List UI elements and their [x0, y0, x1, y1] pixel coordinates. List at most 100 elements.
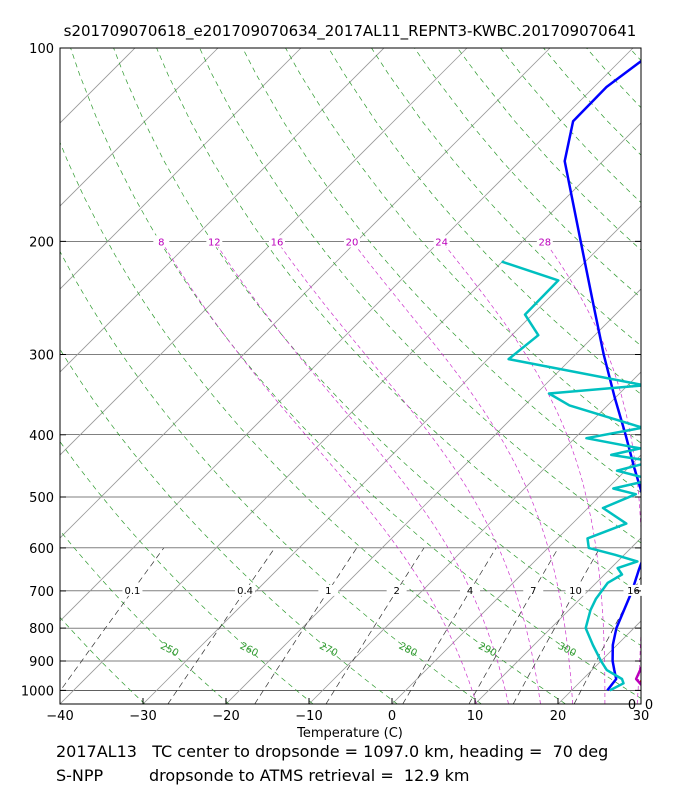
chart-title: s201709070618_e201709070634_2017AL11_REP… [63, 22, 637, 40]
dry-adiabat-label: 290 [476, 641, 498, 660]
profile-lines [501, 59, 641, 692]
mixing-label-bg [318, 584, 339, 596]
x-tick-label: 30 [633, 709, 650, 724]
isotherm-line [60, 122, 641, 704]
dry-adiabat-line [60, 529, 230, 704]
y-tick-label: 400 [29, 429, 54, 444]
dry-adiabat-label: 300 [556, 641, 578, 660]
dry-adiabat-line [60, 616, 146, 704]
isotherm-line [60, 48, 468, 456]
x-tick-label: −20 [212, 709, 239, 724]
moist-label-bg [153, 235, 170, 248]
isotherm-line [142, 205, 641, 704]
x-tick-label: 20 [550, 709, 567, 724]
isotherm-line [60, 48, 136, 124]
moist-adiabat-label: 16 [271, 237, 284, 248]
moist-adiabat-line [351, 241, 573, 704]
dry-adiabat-line [629, 48, 641, 62]
dry-adiabat-line [199, 48, 641, 544]
y-tick-label: 200 [29, 235, 54, 250]
x-axis-label: Temperature (C) [296, 726, 403, 740]
y-tick-label: 1000 [21, 684, 54, 699]
mixing-label-bg [122, 584, 143, 596]
corner-label: 0 [645, 698, 653, 713]
y-tick-label: 600 [29, 542, 54, 557]
dry-adiabat-line [371, 48, 641, 347]
caption-line-1: 2017AL13 TC center to dropsonde = 1097.0… [56, 742, 609, 761]
dry-adiabat-line [60, 348, 398, 704]
dry-adiabat-line [414, 48, 641, 299]
y-tick-label: 100 [29, 42, 54, 57]
y-tick-label: 700 [29, 585, 54, 600]
mixing-ratio-label: 2 [393, 586, 399, 597]
moist-adiabat-line [441, 241, 606, 704]
mixing-label-bg [523, 584, 544, 596]
mixing-ratio-label: 16 [627, 586, 640, 597]
dry-adiabat-line [285, 48, 641, 444]
dry-adiabat-line [60, 250, 482, 704]
moist-label-bg [343, 235, 360, 248]
moist-adiabat-label: 12 [208, 237, 221, 248]
mixing-ratio-label: 10 [569, 586, 582, 597]
mixing-label-bg [235, 584, 256, 596]
dry-adiabat-line [70, 48, 641, 699]
x-tick-label: −10 [295, 709, 322, 724]
isotherm-line [60, 48, 219, 207]
dry-adiabat-line [457, 48, 641, 251]
isotherm-line [225, 288, 641, 704]
mixing-label-bg [386, 584, 407, 596]
moist-label-bg [536, 235, 553, 248]
caption-line-2: S-NPP dropsonde to ATMS retrieval = 12.9… [56, 766, 470, 785]
mixing-label-bg [565, 584, 586, 596]
isotherm-line [391, 454, 641, 704]
dry-adiabat-label: 280 [397, 641, 419, 660]
mixing-ratio-label: 0.4 [237, 586, 253, 597]
mixing-label-bg [460, 584, 481, 596]
dry-adiabat-line [328, 48, 641, 395]
mixing-ratio-label: 0.1 [124, 586, 140, 597]
moist-label-bg [268, 235, 285, 248]
profile-series-line [639, 679, 641, 684]
moist-adiabat-label: 8 [158, 237, 164, 248]
mixing-ratio-line [325, 547, 425, 704]
x-tick-label: 0 [388, 709, 396, 724]
x-tick-label: 10 [467, 709, 484, 724]
y-tick-label: 500 [29, 491, 54, 506]
mixing-ratio-label: 4 [467, 586, 473, 597]
isotherm-line [308, 371, 641, 704]
moist-adiabat-label: 20 [346, 237, 359, 248]
x-tick-label: −30 [129, 709, 156, 724]
mixing-ratio-line [167, 547, 276, 704]
isotherm-line [474, 537, 641, 704]
dry-adiabat-label: 270 [317, 641, 339, 660]
y-tick-label: 800 [29, 622, 54, 637]
dry-adiabat-line [113, 48, 641, 647]
mixing-ratio-label: 1 [325, 586, 331, 597]
dry-adiabat-line [60, 702, 61, 704]
mixing-ratio-line [402, 547, 497, 704]
isotherm-line [60, 48, 551, 539]
mixing-ratio-line [573, 576, 641, 704]
x-tick-label: −40 [46, 709, 73, 724]
dry-adiabat-line [156, 48, 641, 595]
dry-adiabat-line [673, 48, 700, 704]
dry-adiabat-line [242, 48, 641, 494]
mixing-ratio-line [468, 547, 559, 704]
moist-adiabat-line [214, 241, 509, 704]
mixing-ratio-label: 7 [530, 586, 536, 597]
mixing-ratio-line [512, 547, 601, 704]
moist-adiabat-line [544, 241, 641, 704]
moist-adiabat-line [276, 241, 541, 704]
mixing-ratio-line [60, 547, 165, 692]
isotherm-line [60, 48, 302, 290]
moist-label-bg [206, 235, 223, 248]
profile-series-line [563, 59, 641, 692]
moist-adiabat-line [161, 241, 477, 704]
y-tick-label: 300 [29, 348, 54, 363]
profile-series-line [634, 665, 641, 687]
dry-adiabat-line [60, 141, 566, 704]
mixing-label-bg [623, 584, 644, 596]
isotherm-line [557, 620, 641, 704]
